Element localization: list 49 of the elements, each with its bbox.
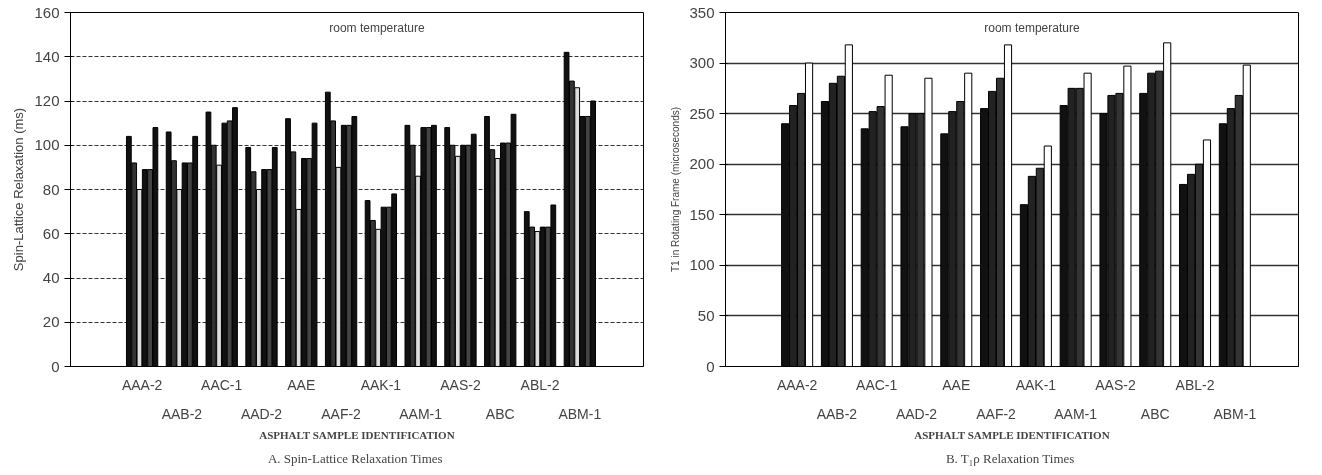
y-tick-label: 120 xyxy=(34,92,60,109)
x-tick-label: AAD-2 xyxy=(240,405,283,422)
y-tick-label: 150 xyxy=(689,205,715,223)
x-tick-label: ABM-1 xyxy=(1213,405,1257,422)
y-tick-label: 0 xyxy=(706,357,715,375)
x-tick-label: AAE xyxy=(942,376,971,393)
x-tick-label: AAB-2 xyxy=(161,405,203,422)
y-tick-label: 80 xyxy=(42,180,60,198)
x-axis-title: ASPHALT SAMPLE IDENTIFICATION xyxy=(914,428,1110,441)
x-tick-label: AAE xyxy=(287,376,316,393)
y-tick-label: 100 xyxy=(34,136,60,154)
y-tick-label: 300 xyxy=(689,54,715,72)
y-tick-label: 200 xyxy=(689,155,715,173)
annotation: room temperature xyxy=(984,21,1080,36)
y-tick-label: 0 xyxy=(51,357,60,375)
y-tick-label: 350 xyxy=(689,3,715,21)
x-tick-label: ABM-1 xyxy=(558,405,602,422)
x-tick-label: AAC-1 xyxy=(201,376,243,393)
x-tick-label: ABC xyxy=(1140,405,1170,422)
y-axis-title: T1 in Rotating Frame (microseconds) xyxy=(670,106,682,273)
x-tick-label: AAA-2 xyxy=(121,376,163,393)
annotation: room temperature xyxy=(329,21,425,36)
x-tick-label: ABC xyxy=(485,405,515,422)
x-tick-label: AAD-2 xyxy=(895,405,938,422)
x-tick-label: AAC-1 xyxy=(856,376,898,393)
y-tick-label: 100 xyxy=(689,256,715,274)
y-tick-label: 40 xyxy=(42,269,60,286)
x-tick-label: AAS-2 xyxy=(1095,376,1136,393)
x-tick-label: AAF-2 xyxy=(321,405,362,422)
text: A. Spin-Lattice Relaxation Times xyxy=(267,450,443,466)
y-tick-label: 60 xyxy=(42,224,60,242)
x-tick-label: AAM-1 xyxy=(1054,405,1098,422)
y-tick-label: 140 xyxy=(34,47,60,65)
y-tick-label: 250 xyxy=(689,104,715,122)
y-tick-label: 160 xyxy=(34,3,60,21)
x-tick-label: AAK-1 xyxy=(360,376,402,393)
x-tick-label: AAF-2 xyxy=(976,405,1017,422)
x-tick-label: AAK-1 xyxy=(1015,376,1057,393)
y-axis-title: Spin-Lattice Relaxation (ms) xyxy=(11,107,27,272)
text: B. T₁ρ Relaxation Times xyxy=(945,450,1075,466)
x-axis-title: ASPHALT SAMPLE IDENTIFICATION xyxy=(259,428,455,441)
x-tick-label: AAA-2 xyxy=(776,376,818,393)
x-tick-label: ABL-2 xyxy=(520,376,560,393)
x-tick-label: AAS-2 xyxy=(440,376,481,393)
y-tick-label: 50 xyxy=(697,306,715,324)
x-tick-label: ABL-2 xyxy=(1175,376,1215,393)
x-tick-label: AAM-1 xyxy=(399,405,443,422)
x-tick-label: AAB-2 xyxy=(816,405,858,422)
y-tick-label: 20 xyxy=(42,313,60,331)
